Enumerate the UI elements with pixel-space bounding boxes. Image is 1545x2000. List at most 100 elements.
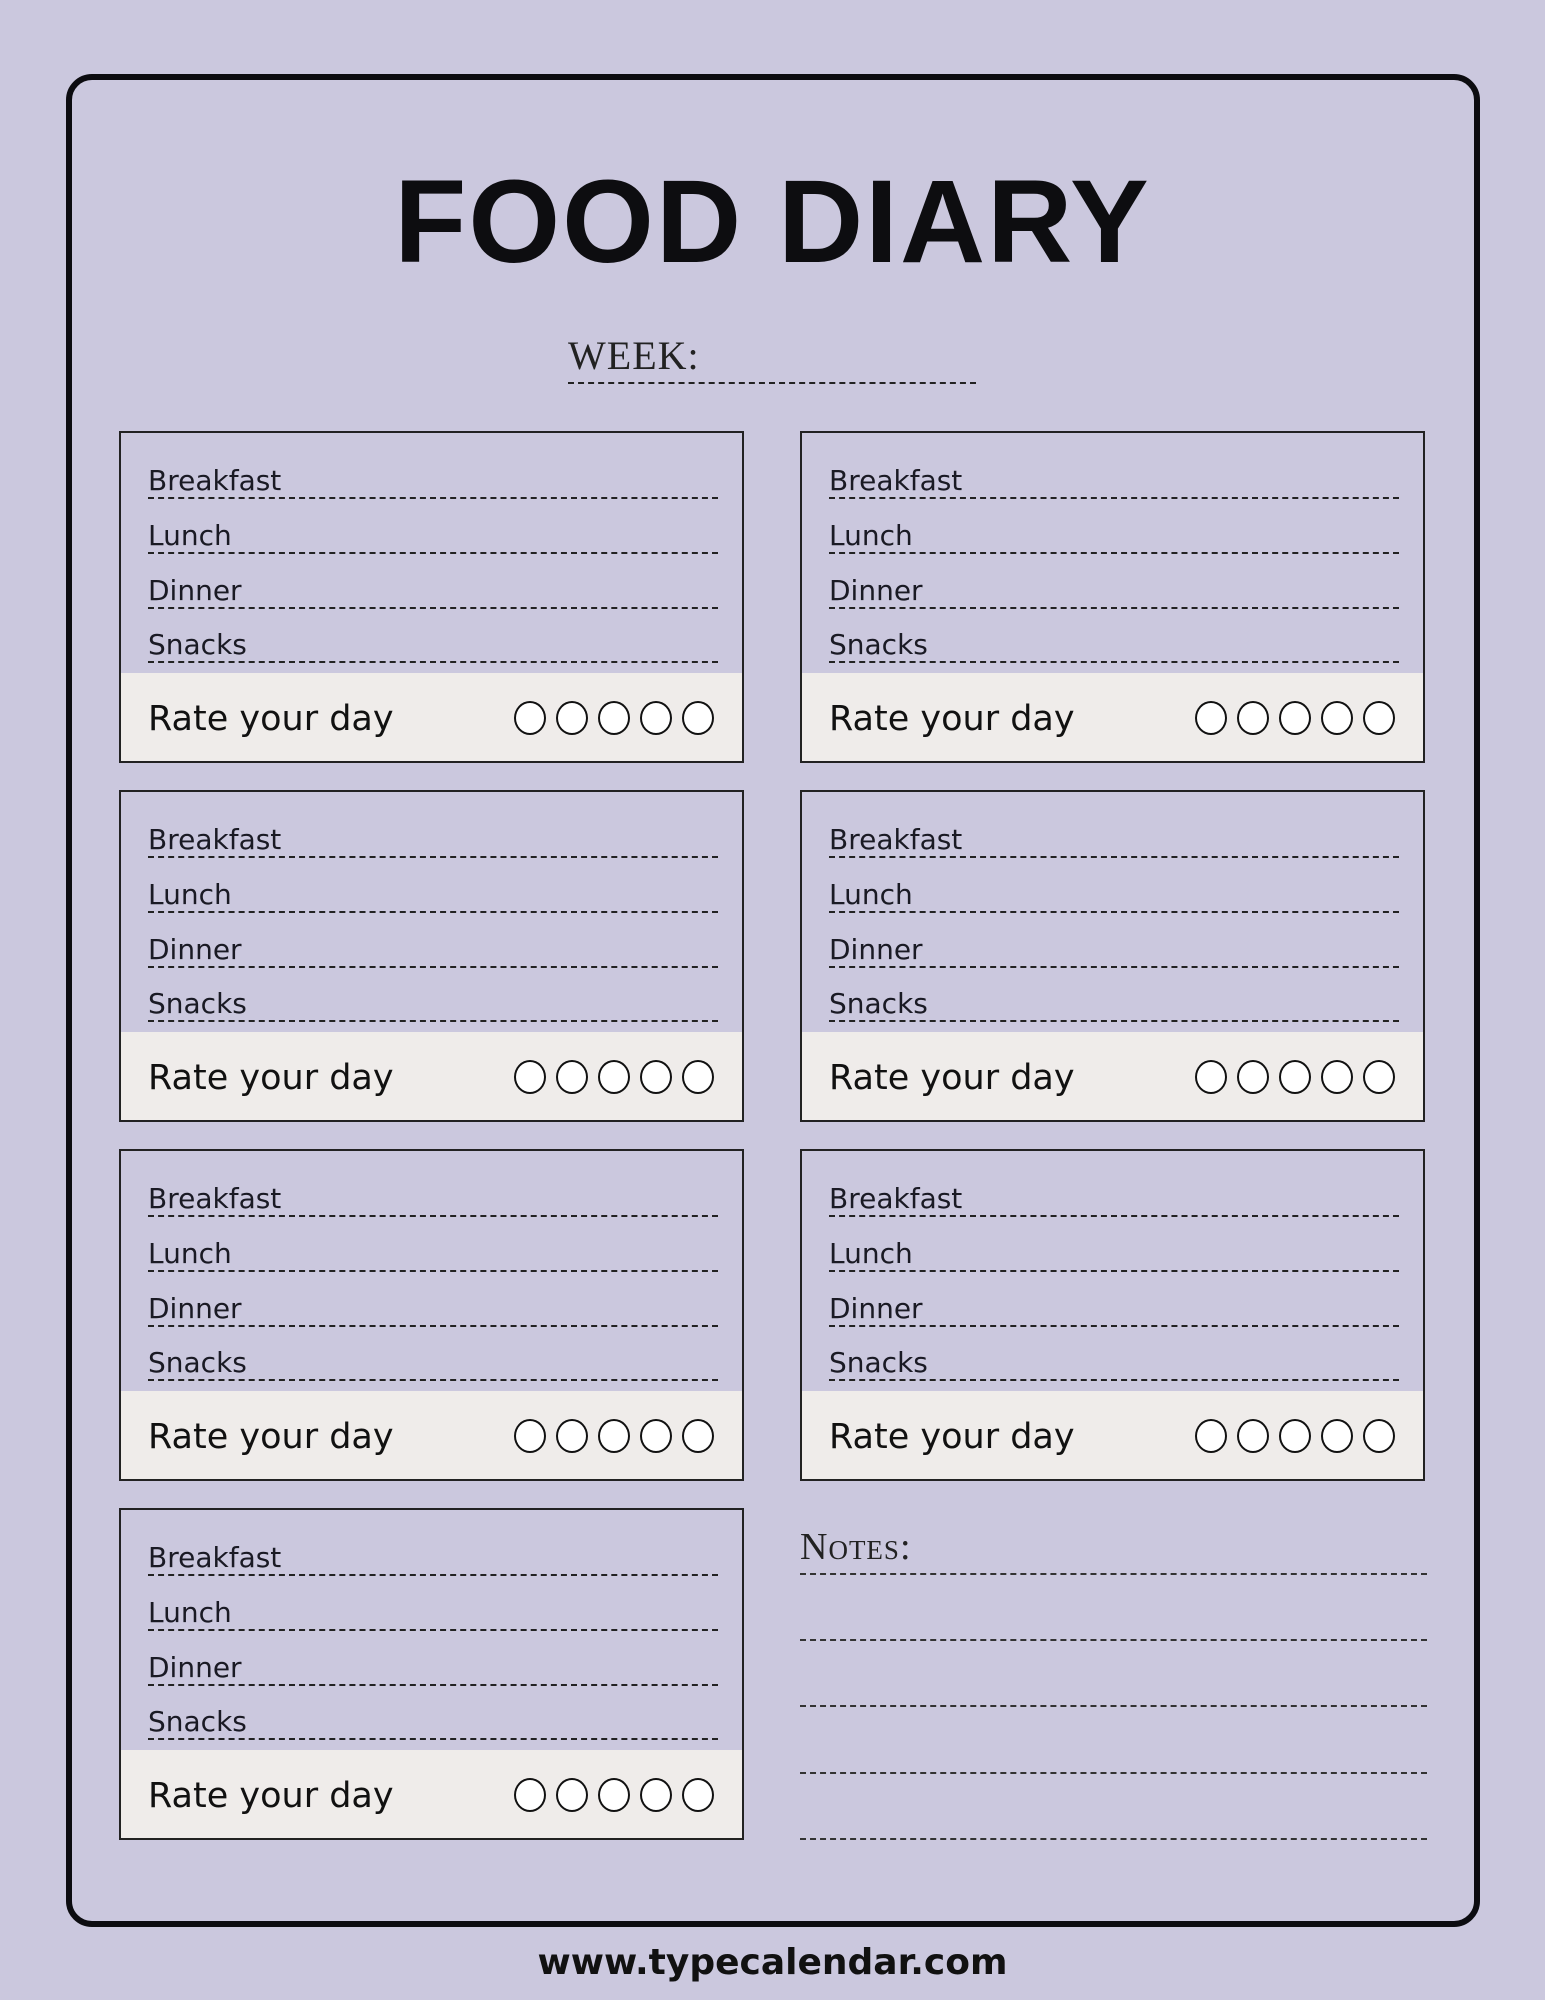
rating-circle-icon[interactable] — [598, 1419, 630, 1453]
rating-circle-icon[interactable] — [1363, 1060, 1395, 1094]
meal-field-snacks[interactable]: Snacks — [148, 980, 718, 1022]
rating-circle-icon[interactable] — [598, 701, 630, 735]
meal-field-snacks[interactable]: Snacks — [148, 621, 718, 663]
meal-label: Snacks — [148, 1705, 247, 1738]
meal-field-snacks[interactable]: Snacks — [148, 1339, 718, 1381]
meal-label: Lunch — [829, 1237, 913, 1270]
meal-field-snacks[interactable]: Snacks — [829, 621, 1399, 663]
meal-field-dinner[interactable]: Dinner — [829, 1285, 1399, 1327]
meal-field-breakfast[interactable]: Breakfast — [829, 457, 1399, 499]
meal-field-breakfast[interactable]: Breakfast — [148, 1534, 718, 1576]
meal-label: Dinner — [148, 1292, 242, 1325]
meal-field-lunch[interactable]: Lunch — [148, 1230, 718, 1272]
rating-circle-icon[interactable] — [556, 701, 588, 735]
meal-field-dinner[interactable]: Dinner — [148, 1285, 718, 1327]
rating-circle-icon[interactable] — [514, 1060, 546, 1094]
page-frame — [66, 74, 1480, 1927]
rating-circle-icon[interactable] — [1195, 1419, 1227, 1453]
meal-label: Lunch — [148, 878, 232, 911]
day-card: Breakfast Lunch Dinner Snacks Rate your day — [800, 790, 1425, 1122]
meal-label: Breakfast — [829, 1182, 963, 1215]
meal-label: Dinner — [148, 1651, 242, 1684]
rating-circle-icon[interactable] — [556, 1419, 588, 1453]
meal-label: Lunch — [829, 519, 913, 552]
rating-circle-icon[interactable] — [682, 1419, 714, 1453]
meal-field-dinner[interactable]: Dinner — [148, 926, 718, 968]
note-line[interactable] — [800, 1838, 1427, 1840]
rating-circle-icon[interactable] — [598, 1060, 630, 1094]
rating-circle-icon[interactable] — [556, 1778, 588, 1812]
meal-field-lunch[interactable]: Lunch — [829, 1230, 1399, 1272]
rating-band: Rate your day — [802, 673, 1423, 761]
rating-circle-icon[interactable] — [1363, 1419, 1395, 1453]
meal-field-breakfast[interactable]: Breakfast — [148, 457, 718, 499]
meal-field-snacks[interactable]: Snacks — [148, 1698, 718, 1740]
meal-label: Breakfast — [148, 1541, 282, 1574]
page-title: FOOD DIARY — [394, 156, 1151, 288]
note-line[interactable] — [800, 1772, 1427, 1774]
meal-field-breakfast[interactable]: Breakfast — [829, 816, 1399, 858]
rating-circle-icon[interactable] — [1321, 1419, 1353, 1453]
rating-circles — [1195, 701, 1395, 735]
note-line[interactable] — [800, 1573, 1427, 1575]
meal-label: Lunch — [148, 519, 232, 552]
meal-label: Dinner — [829, 933, 923, 966]
rating-circle-icon[interactable] — [1279, 1419, 1311, 1453]
meal-field-breakfast[interactable]: Breakfast — [148, 816, 718, 858]
rating-circle-icon[interactable] — [1321, 701, 1353, 735]
meal-field-snacks[interactable]: Snacks — [829, 1339, 1399, 1381]
rating-circle-icon[interactable] — [556, 1060, 588, 1094]
rating-circle-icon[interactable] — [1363, 701, 1395, 735]
rating-circle-icon[interactable] — [640, 1778, 672, 1812]
rating-band: Rate your day — [802, 1391, 1423, 1479]
meal-label: Dinner — [148, 574, 242, 607]
rate-label: Rate your day — [148, 1776, 394, 1816]
rating-circle-icon[interactable] — [640, 1419, 672, 1453]
rating-circle-icon[interactable] — [1195, 1060, 1227, 1094]
meal-field-lunch[interactable]: Lunch — [148, 512, 718, 554]
meal-label: Snacks — [148, 628, 247, 661]
rating-circle-icon[interactable] — [1195, 701, 1227, 735]
rating-circle-icon[interactable] — [682, 1060, 714, 1094]
meal-label: Dinner — [829, 574, 923, 607]
meal-field-lunch[interactable]: Lunch — [148, 871, 718, 913]
meal-label: Snacks — [148, 1346, 247, 1379]
meal-field-dinner[interactable]: Dinner — [148, 567, 718, 609]
rating-circle-icon[interactable] — [640, 1060, 672, 1094]
rating-circle-icon[interactable] — [1237, 1060, 1269, 1094]
rate-label: Rate your day — [148, 1058, 394, 1098]
rating-circle-icon[interactable] — [640, 701, 672, 735]
rating-band: Rate your day — [121, 1750, 742, 1838]
meal-field-breakfast[interactable]: Breakfast — [148, 1175, 718, 1217]
meal-field-breakfast[interactable]: Breakfast — [829, 1175, 1399, 1217]
meal-field-lunch[interactable]: Lunch — [148, 1589, 718, 1631]
meal-field-dinner[interactable]: Dinner — [148, 1644, 718, 1686]
note-line[interactable] — [800, 1639, 1427, 1641]
rating-circle-icon[interactable] — [514, 701, 546, 735]
note-line[interactable] — [800, 1705, 1427, 1707]
rating-circles — [514, 1419, 714, 1453]
rating-circle-icon[interactable] — [514, 1778, 546, 1812]
rating-circle-icon[interactable] — [1279, 1060, 1311, 1094]
rating-circle-icon[interactable] — [682, 701, 714, 735]
week-field[interactable]: WEEK: — [568, 332, 976, 384]
rating-circle-icon[interactable] — [682, 1778, 714, 1812]
day-card: Breakfast Lunch Dinner Snacks Rate your day — [119, 1508, 744, 1840]
meal-field-dinner[interactable]: Dinner — [829, 926, 1399, 968]
rating-circle-icon[interactable] — [514, 1419, 546, 1453]
rating-circles — [514, 1060, 714, 1094]
rating-circle-icon[interactable] — [1321, 1060, 1353, 1094]
meal-field-snacks[interactable]: Snacks — [829, 980, 1399, 1022]
rating-circle-icon[interactable] — [1237, 1419, 1269, 1453]
meal-field-dinner[interactable]: Dinner — [829, 567, 1399, 609]
rating-band: Rate your day — [121, 1391, 742, 1479]
meal-field-lunch[interactable]: Lunch — [829, 512, 1399, 554]
rating-circles — [514, 701, 714, 735]
rating-circle-icon[interactable] — [1279, 701, 1311, 735]
meal-label: Dinner — [829, 1292, 923, 1325]
rating-circle-icon[interactable] — [598, 1778, 630, 1812]
rating-circles — [1195, 1060, 1395, 1094]
rating-circle-icon[interactable] — [1237, 701, 1269, 735]
meal-field-lunch[interactable]: Lunch — [829, 871, 1399, 913]
meal-label: Breakfast — [148, 464, 282, 497]
